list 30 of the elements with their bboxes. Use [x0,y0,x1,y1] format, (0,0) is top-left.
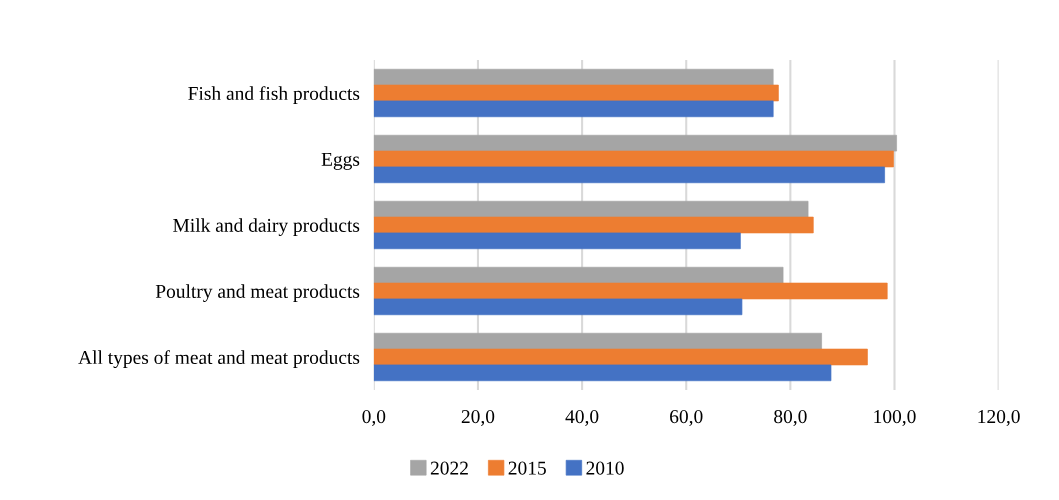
bar [373,200,809,218]
x-tick-label: 60,0 [670,410,703,426]
bar [373,348,868,366]
bar [373,134,897,152]
legend-label: 2015 [508,461,546,475]
legend-label: 2022 [430,461,468,475]
y-tick-label: Milk and dairy products [173,218,360,236]
bar [373,332,822,350]
bar [373,266,784,284]
bar [373,68,774,86]
y-tick-label: Poultry and meat products [155,284,360,302]
y-tick-label: Fish and fish products [188,86,360,104]
x-tick-label: 80,0 [774,410,807,426]
y-tick-label: All types of meat and meat products [78,350,360,369]
bar [373,298,743,316]
bar [373,216,814,234]
x-tick-label: 0,0 [362,410,386,426]
x-tick-label: 40,0 [565,410,599,426]
bar [373,150,894,168]
bar [373,232,741,250]
legend-label: 2010 [586,461,624,475]
bar [373,100,774,118]
bar [373,84,779,102]
bar [373,364,832,382]
x-tick-label: 100,0 [874,410,916,426]
bar [373,282,888,300]
bar [373,166,885,184]
y-tick-label: Eggs [321,152,360,170]
x-tick-label: 20,0 [461,410,495,426]
x-tick-label: 120,0 [978,410,1020,426]
